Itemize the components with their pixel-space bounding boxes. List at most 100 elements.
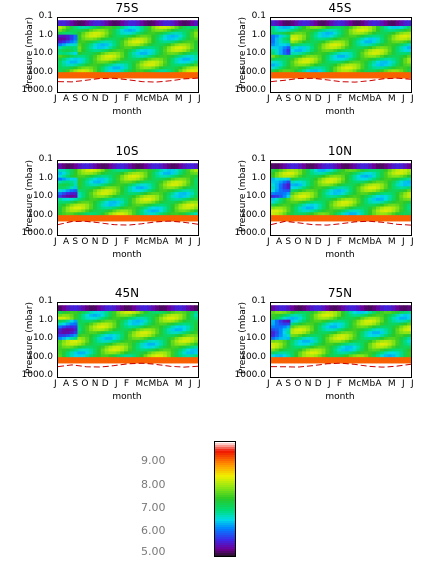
colorbar-band [214,481,236,484]
heatmap-cell [143,177,148,182]
y-tick-label: 0.1 [38,296,53,306]
heatmap-cell [89,345,94,350]
heatmap-cell [391,334,396,338]
heatmap-cell [391,310,396,315]
heatmap-cell [163,75,168,79]
heatmap-cell [73,166,78,170]
heatmap-cell [278,166,284,170]
heatmap-cell [116,357,121,361]
heatmap-cell [77,334,82,338]
heatmap-cell [372,360,377,364]
heatmap-cell [159,305,164,309]
heatmap-cell [290,308,295,312]
heatmap-cell [166,197,172,202]
heatmap-cell [139,215,145,219]
heatmap-cell [108,334,113,338]
heatmap-cell [96,194,102,199]
heatmap-cell [341,43,346,47]
heatmap-cell [271,218,276,222]
heatmap-cell [391,316,396,321]
heatmap-cell [341,357,346,361]
heatmap-cell [120,334,125,338]
heatmap-cell [108,209,113,213]
heatmap-cell [112,354,117,358]
heatmap-cell [372,166,377,170]
heatmap-cell [364,206,369,210]
heatmap-cell [112,186,117,190]
heatmap-cell [379,166,385,170]
heatmap-cell [379,316,385,321]
heatmap-cell [190,20,195,24]
heatmap-cell [278,34,284,39]
heatmap-cell [135,328,141,332]
heatmap-cell [337,215,342,219]
heatmap-cell [69,345,75,350]
heatmap-cell [65,316,71,321]
heatmap-cell [317,57,323,62]
heatmap-cell [399,345,404,350]
heatmap-cell [108,168,113,173]
heatmap-cell [274,328,280,332]
heatmap-cell [302,305,307,309]
heatmap-cell [166,360,172,364]
heatmap-cell [124,345,129,350]
heatmap-cell [278,215,284,219]
heatmap-cell [93,331,98,335]
heatmap-cell [298,72,303,76]
heatmap-cell [58,28,63,33]
heatmap-cell [376,25,381,30]
heatmap-cell [143,305,148,309]
heatmap-cell [403,209,408,213]
heatmap-cell [395,189,400,193]
heatmap-cell [329,34,334,39]
heatmap-cell [155,310,160,315]
heatmap-cell [182,313,187,318]
heatmap-cell [298,40,303,44]
heatmap-cell [128,66,133,70]
contour-line [58,77,198,83]
heatmap-cell [325,328,330,332]
heatmap-cell [341,60,346,65]
heatmap-cell [182,75,187,79]
heatmap-field [271,20,411,83]
heatmap-cell [182,316,187,321]
heatmap-cell [147,51,152,56]
heatmap-cell [58,46,63,50]
heatmap-cell [174,218,180,222]
heatmap-cell [73,357,78,361]
heatmap-cell [190,75,195,79]
heatmap-cell [120,46,125,50]
heatmap-cell [309,37,315,41]
heatmap-cell [321,174,326,179]
heatmap-cell [294,203,299,208]
panel-title: 45N [114,286,140,300]
heatmap-cell [356,209,361,213]
heatmap-cell [344,60,350,65]
heatmap-cell [376,322,381,326]
heatmap-cell [120,322,125,326]
heatmap-cell [372,189,377,193]
heatmap-cell [329,168,334,173]
heatmap-cell [182,69,187,73]
heatmap-cell [407,357,411,361]
heatmap-cell [163,25,168,30]
heatmap-cell [376,313,381,318]
colorbar-band [214,513,236,516]
heatmap-cell [190,325,195,329]
heatmap-cell [139,209,145,213]
heatmap-cell [313,49,319,53]
heatmap-cell [379,57,385,62]
heatmap-cell [139,40,145,44]
heatmap-cell [368,192,373,196]
heatmap-cell [329,206,334,210]
heatmap-cell [96,63,102,67]
heatmap-cell [306,163,311,167]
heatmap-cell [391,328,396,332]
heatmap-cell [131,166,137,170]
heatmap-cell [317,322,323,326]
heatmap-cell [325,360,330,364]
heatmap-cell [128,72,133,76]
heatmap-cell [116,328,121,332]
heatmap-cell [298,192,303,196]
heatmap-cell [159,43,164,47]
